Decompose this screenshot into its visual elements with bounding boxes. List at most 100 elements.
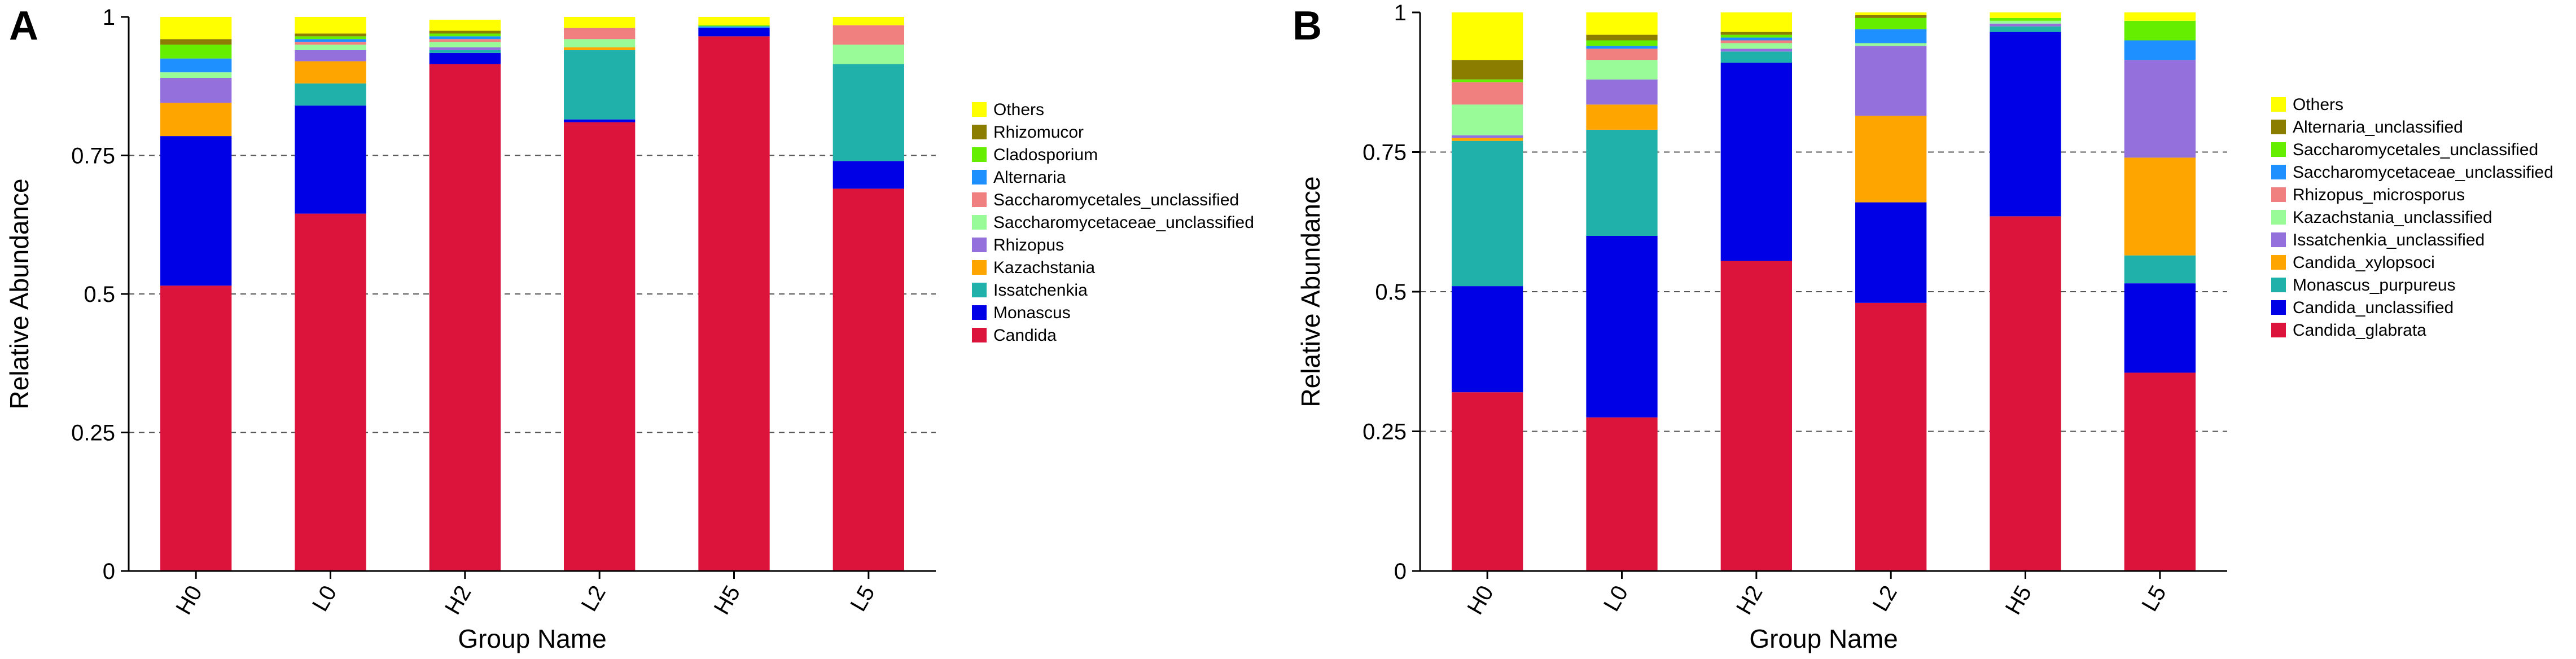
chart-b-legend-label: Issatchenkia_unclassified [2293, 231, 2485, 249]
chart-a-bar-segment [295, 61, 366, 84]
chart-b-bar-segment [1586, 12, 1658, 35]
chart-a-bar-segment [833, 25, 904, 45]
chart-b-bar-segment [2124, 157, 2196, 256]
chart-b-bar-segment [1452, 135, 1523, 138]
chart-b-bar-segment [1452, 79, 1523, 82]
chart-a-bar-segment [429, 39, 501, 42]
chart-b-bar-segment [2124, 60, 2196, 158]
chart-b-panel-label: B [1293, 3, 1322, 49]
chart-b-legend-swatch [2271, 232, 2286, 247]
chart-a-y-tick-label: 0.25 [71, 421, 115, 446]
chart-a-legend-swatch [972, 305, 987, 320]
chart-b-bar-segment [1720, 63, 1792, 261]
chart-b-x-tick-label: L5 [2137, 582, 2171, 616]
chart-a-bar-segment [564, 39, 636, 48]
chart-a-y-tick-label: 0.5 [84, 282, 115, 307]
chart-b-bar-segment [1855, 17, 1927, 29]
chart-a-bar-segment [160, 103, 232, 137]
chart-b-legend-label: Saccharomycetales_unclassified [2293, 140, 2538, 159]
chart-a-bar-segment [160, 45, 232, 59]
chart-a-bar-segment [429, 64, 501, 572]
chart-b-x-tick-label: L2 [1868, 582, 1902, 616]
chart-b-legend-label: Candida_glabrata [2293, 321, 2426, 340]
chart-a-legend-label: Others [993, 100, 1044, 119]
chart-a-bar-segment [160, 58, 232, 73]
chart-b-bar-segment [1720, 32, 1792, 35]
chart-b-legend-swatch [2271, 323, 2286, 337]
chart-a-x-tick-label: L2 [577, 582, 611, 616]
chart-b-legend-swatch [2271, 210, 2286, 225]
chart-b-legend-swatch [2271, 187, 2286, 202]
chart-a-bar-segment [160, 39, 232, 45]
chart-b-bar-segment [2124, 12, 2196, 21]
chart-b-bar-segment [1855, 202, 1927, 303]
chart-a-y-tick-label: 1 [103, 5, 115, 30]
chart-a-bar-segment [160, 72, 232, 78]
chart-b-legend-swatch [2271, 300, 2286, 315]
chart-b-bar-segment [1586, 60, 1658, 80]
chart-a-bar-segment [429, 33, 501, 37]
chart-b-bar-segment [1452, 60, 1523, 80]
chart-b-bar-segment [1452, 286, 1523, 393]
chart-b-bar-segment [1720, 12, 1792, 32]
chart-a-bar-segment [429, 30, 501, 34]
chart-a-bar-segment [564, 47, 636, 50]
chart-a-legend-swatch [972, 215, 987, 230]
chart-b-legend-label: Candida_xylopsoci [2293, 253, 2435, 272]
chart-a-bar-segment [429, 36, 501, 39]
chart-a-legend-label: Cladosporium [993, 146, 1098, 164]
chart-b-bar-segment [1586, 417, 1658, 571]
chart-a-bar-segment [295, 17, 366, 34]
chart-b-bar-segment [1855, 15, 1927, 18]
chart-a-bar-segment [698, 36, 770, 572]
chart-a-legend-swatch [972, 260, 987, 275]
chart-b-bar-segment [1452, 104, 1523, 135]
chart-a-bar-segment [564, 50, 636, 120]
chart-b-x-tick-label: H5 [2001, 582, 2037, 619]
chart-a-bar-segment [295, 106, 366, 214]
chart-a-bar-segment [160, 78, 232, 103]
chart-a-bar-segment [160, 285, 232, 571]
chart-a-x-axis-title: Group Name [458, 624, 606, 653]
chart-b-bar-segment [1720, 34, 1792, 38]
chart-b-legend-swatch [2271, 278, 2286, 292]
chart-b-bar-segment [1586, 79, 1658, 105]
chart-b-bar-segment [1720, 40, 1792, 43]
chart-a-bar-segment [833, 45, 904, 64]
chart-a-bar-segment [698, 28, 770, 37]
chart-b-bar-segment [1720, 261, 1792, 571]
chart-a-x-tick-label: L0 [308, 582, 341, 616]
chart-b-bar-segment [1452, 392, 1523, 571]
chart-b-bar-segment [1990, 26, 2061, 32]
chart-a-bar-segment [295, 50, 366, 61]
chart-a-bar-segment [698, 25, 770, 27]
chart-a-legend-swatch [972, 147, 987, 162]
chart-a-bar-segment [429, 19, 501, 31]
chart-b-y-tick-label: 1 [1394, 1, 1407, 25]
chart-a-y-tick-label: 0.75 [71, 144, 115, 169]
chart-a-bar-segment [295, 39, 366, 42]
chart-b-legend-label: Rhizopus_microsporus [2293, 186, 2465, 204]
chart-a-legend-swatch [972, 102, 987, 117]
chart-a-bar-segment [429, 47, 501, 50]
chart-a-legend-label: Alternaria [993, 168, 1066, 187]
chart-b-bar-segment [1452, 12, 1523, 60]
chart-b-x-tick-label: H0 [1462, 582, 1499, 619]
chart-a-legend-label: Saccharomycetaceae_unclassified [993, 213, 1254, 232]
chart-a-legend-label: Rhizopus [993, 236, 1064, 254]
chart-b-bar-segment [1990, 216, 2061, 572]
chart-a-panel-label: A [9, 3, 38, 49]
chart-b-bar-segment [1586, 34, 1658, 41]
chart-a-x-tick-label: H2 [440, 582, 476, 619]
chart-a-bar-segment [160, 136, 232, 286]
chart-b-legend-swatch [2271, 255, 2286, 270]
chart-a-bar-segment [295, 83, 366, 106]
chart-a-legend-label: Candida [993, 326, 1057, 345]
chart-b-legend-label: Candida_unclassified [2293, 298, 2454, 317]
chart-b-legend-swatch [2271, 165, 2286, 179]
chart-b-legend-swatch [2271, 120, 2286, 134]
chart-a-bar-segment [429, 50, 501, 53]
chart-b-legend-label: Monascus_purpureus [2293, 276, 2456, 295]
chart-b-bar-segment [2124, 40, 2196, 60]
